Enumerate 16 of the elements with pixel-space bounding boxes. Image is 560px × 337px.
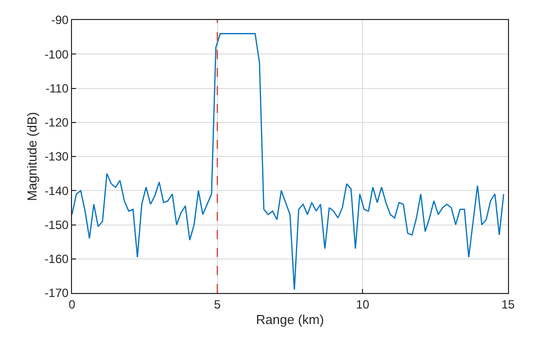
y-tick-label: -90 xyxy=(51,13,69,28)
x-tick-label: 10 xyxy=(356,297,370,312)
y-tick-label: -150 xyxy=(44,218,69,232)
y-tick-label: -130 xyxy=(44,150,69,164)
y-tick-label: -170 xyxy=(44,286,69,300)
y-axis-title: Magnitude (dB) xyxy=(24,112,40,201)
x-tick-label: 5 xyxy=(214,297,221,312)
line-series xyxy=(72,33,504,290)
x-tick-label: 15 xyxy=(501,297,515,312)
y-tick-label: -140 xyxy=(44,184,69,198)
y-tick-label: -120 xyxy=(44,116,69,130)
y-tick-label: -160 xyxy=(44,252,69,266)
x-tick-label: 0 xyxy=(68,297,76,312)
x-axis-title: Range (km) xyxy=(256,312,324,327)
y-tick-label: -110 xyxy=(45,81,69,96)
y-tick-label: -100 xyxy=(44,47,69,62)
